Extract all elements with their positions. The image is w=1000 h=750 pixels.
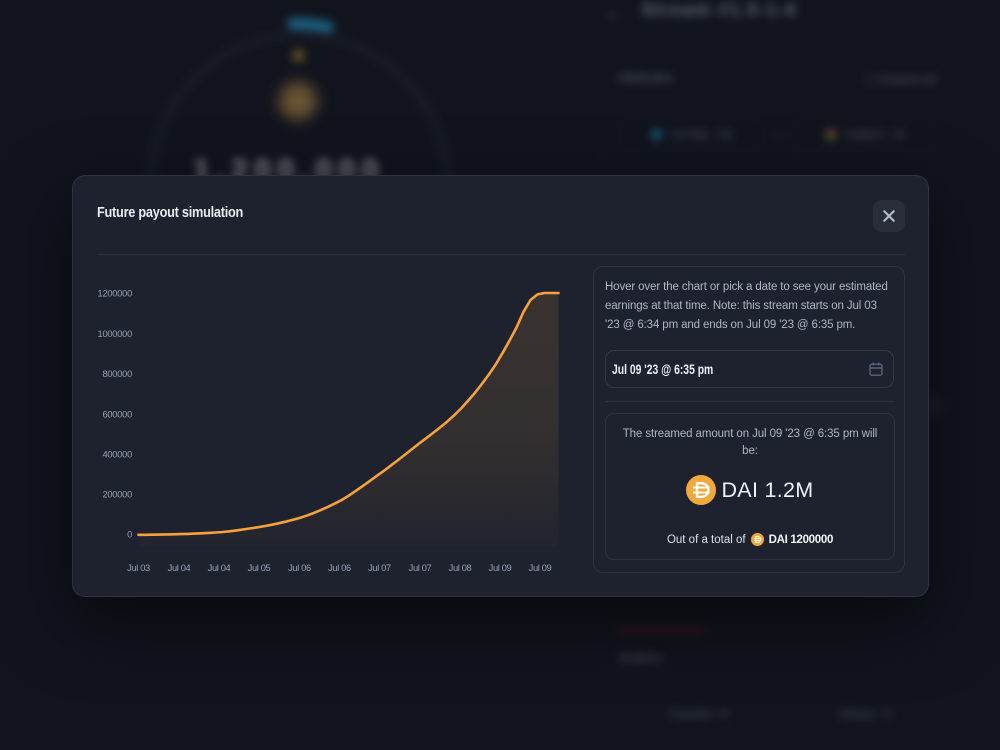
svg-text:Jul 09: Jul 09 (529, 563, 552, 573)
svg-text:800000: 800000 (102, 369, 132, 379)
svg-text:1000000: 1000000 (98, 329, 133, 339)
svg-text:Jul 09: Jul 09 (489, 563, 512, 573)
svg-text:200000: 200000 (102, 490, 132, 500)
svg-text:Jul 03: Jul 03 (127, 563, 150, 573)
svg-text:600000: 600000 (102, 410, 132, 420)
svg-text:Jul 08: Jul 08 (449, 563, 472, 573)
svg-text:0: 0 (127, 530, 132, 540)
svg-text:Jul 04: Jul 04 (208, 563, 231, 573)
svg-text:Jul 07: Jul 07 (409, 563, 432, 573)
svg-text:Jul 06: Jul 06 (288, 563, 311, 573)
svg-text:Jul 06: Jul 06 (328, 563, 351, 573)
svg-text:400000: 400000 (102, 450, 132, 460)
svg-text:Jul 07: Jul 07 (368, 563, 391, 573)
svg-text:Jul 04: Jul 04 (168, 563, 191, 573)
svg-text:Jul 05: Jul 05 (248, 563, 271, 573)
svg-text:1200000: 1200000 (98, 289, 133, 299)
